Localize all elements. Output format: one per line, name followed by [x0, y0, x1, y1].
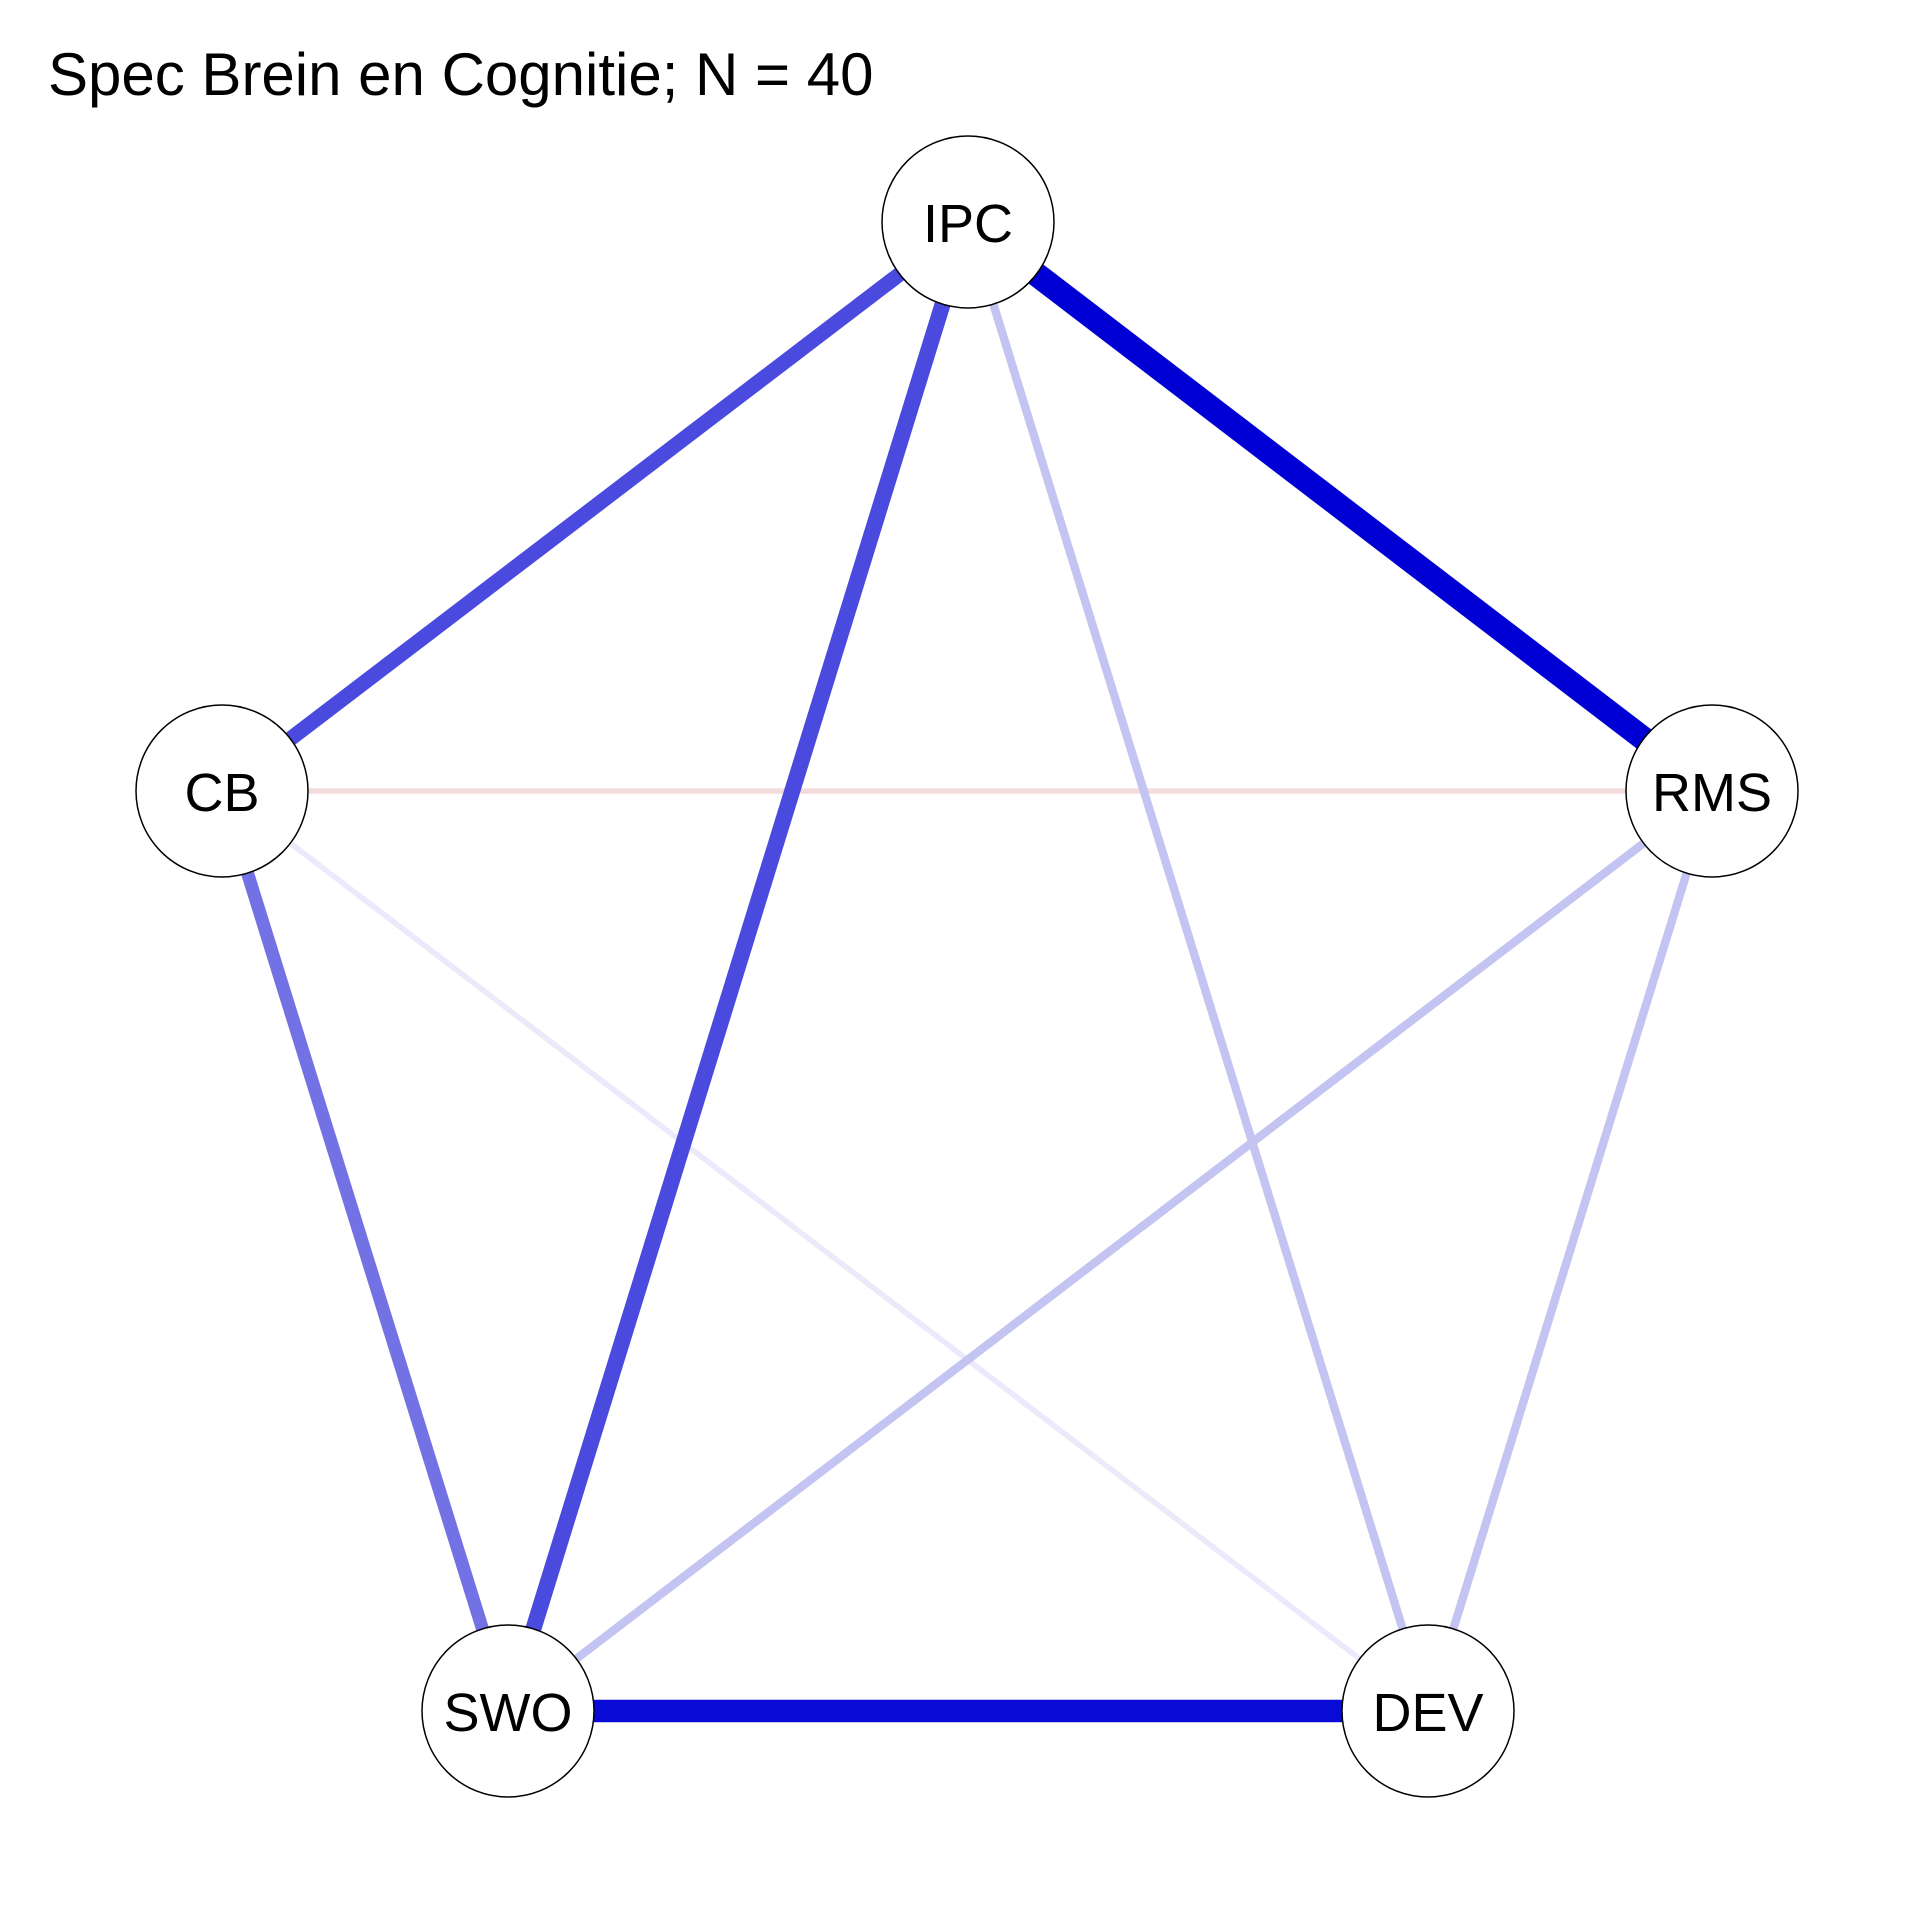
- node-circle-rms: [1625, 704, 1799, 878]
- node-circle-cb: [135, 704, 309, 878]
- node-circle-swo: [421, 1624, 595, 1798]
- node-cb: CB: [135, 704, 309, 878]
- node-label-dev: DEV: [1372, 1683, 1483, 1743]
- diagram-title: Spec Brein en Cognitie; N = 40: [48, 41, 874, 108]
- node-dev: DEV: [1341, 1624, 1515, 1798]
- edge-cb-dev: [220, 788, 1430, 1714]
- nodes-layer: IPC RMS DEV SWO CB: [135, 135, 1799, 1798]
- node-label-rms: RMS: [1652, 763, 1772, 823]
- node-label-cb: CB: [184, 763, 259, 823]
- node-ipc: IPC: [881, 135, 1055, 309]
- edge-rms-swo: [505, 787, 1715, 1715]
- edge-rms-dev: [1423, 789, 1717, 1713]
- node-circle-dev: [1341, 1624, 1515, 1798]
- node-label-ipc: IPC: [923, 194, 1013, 254]
- node-label-swo: SWO: [444, 1683, 573, 1743]
- edge-ipc-dev: [963, 220, 1433, 1713]
- edge-ipc-swo: [500, 219, 976, 1714]
- edges-layer: [215, 212, 1720, 1723]
- node-circle-ipc: [881, 135, 1055, 309]
- edge-ipc-rms: [960, 212, 1720, 801]
- node-swo: SWO: [421, 1624, 595, 1798]
- edge-cb-swo: [215, 789, 515, 1713]
- node-rms: RMS: [1625, 704, 1799, 878]
- edge-ipc-cb: [217, 216, 973, 797]
